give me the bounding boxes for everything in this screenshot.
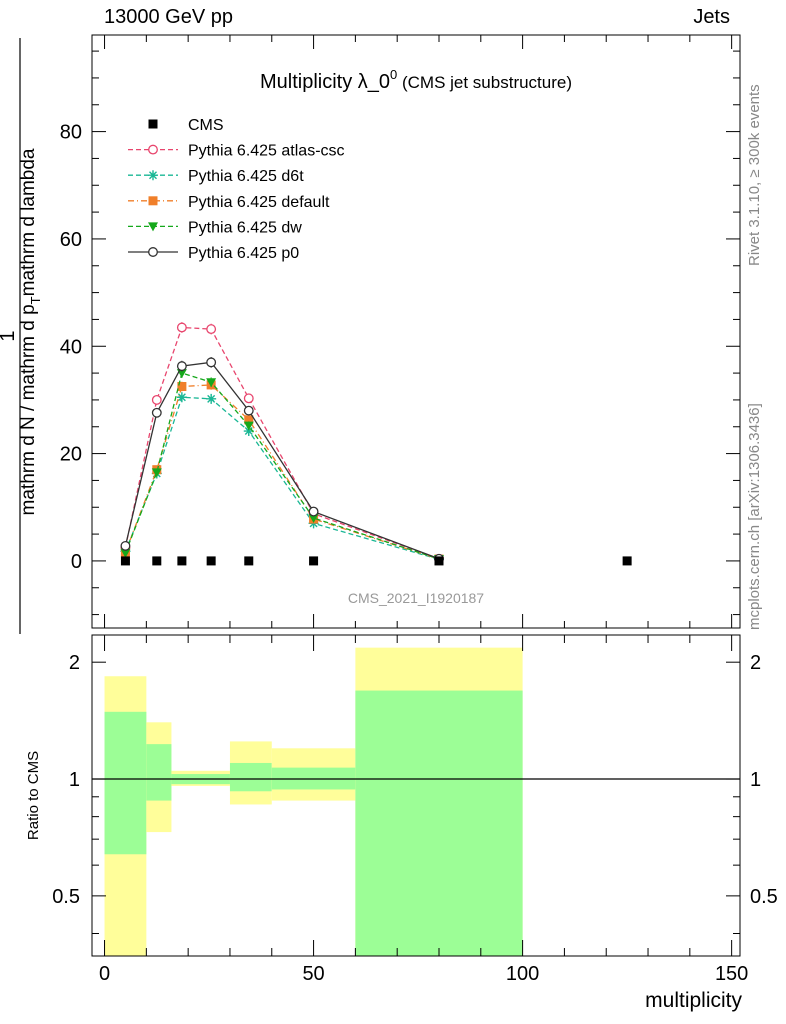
legend-item: Pythia 6.425 dw xyxy=(128,219,302,236)
analysis-watermark: CMS_2021_I1920187 xyxy=(348,590,484,606)
series-line xyxy=(124,396,440,560)
data-point xyxy=(434,556,444,566)
data-point xyxy=(244,556,254,566)
legend-item: CMS xyxy=(148,117,224,134)
data-point xyxy=(151,407,162,418)
data-point xyxy=(309,556,319,566)
ratio-panel: 0.5 0.5 1 1 2 2 0 50 100 150 multiplicity Ratio to … xyxy=(25,634,778,1012)
ratio-band xyxy=(104,676,147,956)
data-point xyxy=(177,556,187,566)
data-point xyxy=(243,393,254,404)
data-point xyxy=(206,357,217,368)
x-axis-label: multiplicity xyxy=(645,989,742,1012)
series-pythia-6-425-default xyxy=(120,380,444,564)
legend-item: Pythia 6.425 p0 xyxy=(128,245,299,262)
ratio-band xyxy=(171,770,230,786)
data-point xyxy=(151,468,162,478)
y-axis-label: 1mathrm d N / mathrm d pTmathrm d lambda… xyxy=(0,38,43,634)
ratio-band-inner xyxy=(355,690,523,956)
legend-label: Pythia 6.425 default xyxy=(188,194,330,211)
series-pythia-6-425-p0 xyxy=(120,356,444,564)
y-label-denominator: mathrm d N / mathrm d pTmathrm d lambda xyxy=(18,148,43,515)
data-point xyxy=(148,247,158,257)
header-energy-label: 13000 GeV pp xyxy=(104,6,233,28)
ratio-y-tick-label: 2 xyxy=(69,652,80,674)
ratio-band xyxy=(229,741,272,805)
data-point xyxy=(177,382,187,392)
x-tick-label: 50 xyxy=(302,963,324,985)
ratio-y-tick-label-right: 0.5 xyxy=(750,886,778,908)
y-tick-label: 60 xyxy=(60,229,82,251)
data-point xyxy=(206,393,217,404)
series-pythia-6-425-d6t xyxy=(120,392,444,565)
legend-label: CMS xyxy=(188,117,224,134)
series-pythia-6-425-atlas-csc xyxy=(120,322,444,564)
ratio-band xyxy=(271,748,356,801)
ratio-band xyxy=(146,722,172,833)
ratio-band xyxy=(355,647,523,956)
data-point xyxy=(148,170,158,181)
header-category-label: Jets xyxy=(693,6,730,28)
y-label-numerator: 1 xyxy=(0,330,19,341)
data-point xyxy=(206,556,216,566)
x-tick-label: 0 xyxy=(99,963,110,985)
series-line xyxy=(124,384,440,560)
legend-label: Pythia 6.425 p0 xyxy=(188,245,299,262)
data-point xyxy=(151,394,162,405)
series-cms xyxy=(120,556,632,566)
ratio-y-tick-label: 1 xyxy=(69,769,80,791)
y-tick-label: 80 xyxy=(60,122,82,144)
legend-item: Pythia 6.425 d6t xyxy=(128,168,304,185)
legend-label: Pythia 6.425 atlas-csc xyxy=(188,143,345,160)
legend-label: Pythia 6.425 dw xyxy=(188,219,302,236)
data-point xyxy=(120,548,131,558)
data-point xyxy=(120,540,131,551)
y-tick-label: 40 xyxy=(60,336,82,358)
legend-item: Pythia 6.425 atlas-csc xyxy=(128,143,345,160)
data-point xyxy=(308,513,319,523)
data-point xyxy=(176,361,187,372)
ratio-y-tick-label: 0.5 xyxy=(52,886,80,908)
series-pythia-6-425-dw xyxy=(120,368,444,565)
ratio-frame xyxy=(91,634,741,957)
legend-label: Pythia 6.425 d6t xyxy=(188,168,304,185)
series-line xyxy=(124,372,440,560)
data-point xyxy=(622,556,632,566)
data-point xyxy=(243,426,254,437)
x-tick-label: 100 xyxy=(506,963,539,985)
y-tick-label: 0 xyxy=(71,551,82,573)
ratio-y-tick-label-right: 1 xyxy=(750,769,761,791)
y-label-upper: mathrm d pTmathrm d lambda xyxy=(0,204,1,456)
data-point xyxy=(120,556,130,566)
main-panel: 0 20 40 60 80 Multiplicity λ_00 (CMS jet subs… xyxy=(0,34,741,634)
ratio-y-tick-label-right: 2 xyxy=(750,652,761,674)
data-point xyxy=(152,556,162,566)
series-line xyxy=(124,361,440,560)
data-point xyxy=(176,322,187,333)
ratio-band-inner xyxy=(146,744,172,801)
data-point xyxy=(308,506,319,517)
data-point xyxy=(148,196,158,206)
series-line xyxy=(124,326,440,560)
y-tick-label: 20 xyxy=(60,444,82,466)
data-point xyxy=(148,119,158,129)
data-point xyxy=(176,392,187,403)
ratio-y-axis-label: Ratio to CMS xyxy=(25,751,42,840)
data-point xyxy=(148,144,158,155)
main-frame xyxy=(91,34,741,629)
data-point xyxy=(243,421,254,431)
ratio-band-inner xyxy=(229,762,272,792)
legend-item: Pythia 6.425 default xyxy=(128,194,330,211)
ratio-band-inner xyxy=(104,711,147,855)
data-point xyxy=(243,405,254,416)
data-point xyxy=(206,324,217,335)
legend: CMS Pythia 6.425 atlas-csc Pythia 6.425 d6… xyxy=(128,117,345,262)
data-point xyxy=(244,415,254,425)
chart-title: Multiplicity λ_00 (CMS jet substructure) xyxy=(260,67,572,93)
data-point xyxy=(148,222,158,232)
x-tick-label: 150 xyxy=(715,963,748,985)
data-point xyxy=(206,378,217,388)
